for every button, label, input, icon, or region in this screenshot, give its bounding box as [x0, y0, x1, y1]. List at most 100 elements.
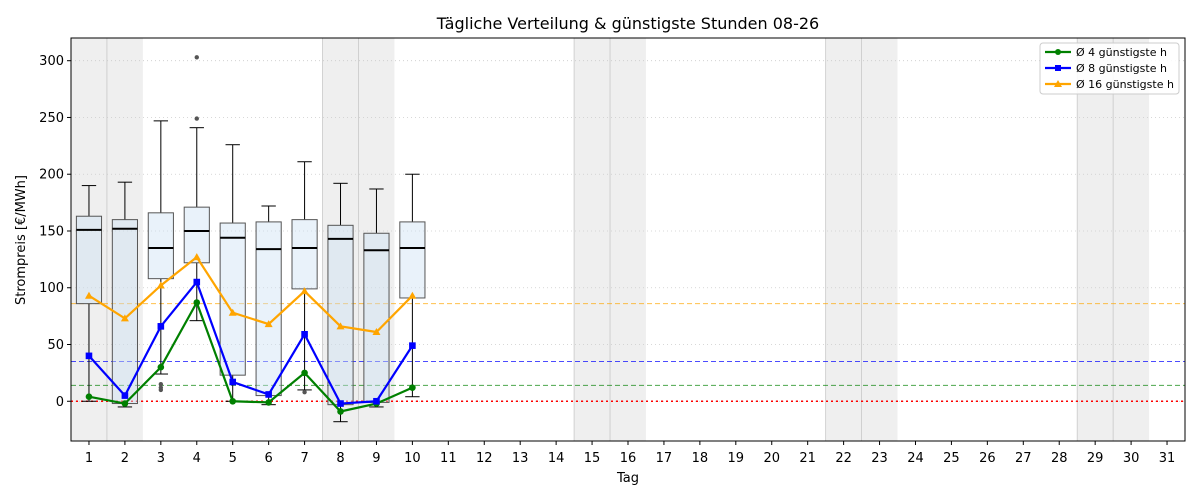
series-point: [193, 299, 201, 306]
series-point: [337, 400, 344, 407]
series-point: [265, 399, 272, 406]
x-tick-label: 19: [728, 451, 745, 466]
series-point: [264, 320, 273, 328]
y-axis-label: Strompreis [€/MWh]: [14, 175, 29, 305]
legend-label: Ø 8 günstigste h: [1076, 62, 1167, 75]
x-tick-label: 24: [907, 451, 924, 466]
series-point: [228, 308, 237, 316]
x-tick-label: 6: [265, 451, 273, 466]
series-point: [301, 330, 308, 338]
x-tick-label: 31: [1159, 451, 1176, 466]
x-tick-label: 27: [1015, 451, 1032, 466]
weekend-band: [1113, 38, 1150, 441]
x-axis-ticks: 1 2 3 4 5 6 7 8 9 10 11 12 13 14 15 16 17 18 19 20 21 22 23 24 2…: [85, 441, 1175, 466]
x-tick-label: 2: [121, 451, 129, 466]
series-point: [300, 287, 309, 295]
boxplot: [147, 120, 174, 393]
weekend-band: [574, 38, 611, 441]
box-body: [399, 221, 426, 299]
series-line: [88, 255, 414, 334]
outlier-point: [194, 116, 199, 121]
y-tick-label: 50: [47, 338, 64, 353]
box-body: [363, 232, 390, 403]
x-tick-label: 14: [548, 451, 565, 466]
x-tick-label: 28: [1051, 451, 1068, 466]
y-tick-label: 250: [39, 111, 64, 126]
x-tick-label: 25: [943, 451, 960, 466]
boxplot: [219, 144, 246, 402]
series-point: [408, 291, 417, 299]
x-tick-label: 4: [193, 451, 201, 466]
outlier-point: [194, 55, 199, 60]
series-point: [265, 391, 272, 398]
y-tick-label: 100: [39, 281, 64, 296]
x-tick-label: 11: [440, 451, 457, 466]
series-point: [121, 400, 129, 407]
series-line: [88, 299, 413, 413]
series-point: [84, 291, 93, 299]
x-tick-label: 9: [372, 451, 380, 466]
weekend-band: [861, 38, 898, 441]
y-tick-label: 0: [56, 395, 64, 410]
legend: Ø 4 günstigste h Ø 8 günstigste h Ø 16 gün…: [1039, 42, 1180, 95]
weekend-band: [825, 38, 862, 441]
series-point: [85, 393, 93, 401]
x-tick-label: 21: [799, 451, 816, 466]
series-point: [157, 363, 165, 371]
x-tick-label: 29: [1087, 451, 1104, 466]
series-point: [229, 397, 237, 405]
y-tick-label: 200: [39, 168, 64, 183]
series-point: [229, 378, 237, 386]
x-tick-label: 15: [584, 451, 601, 466]
series-point: [85, 352, 93, 360]
series-point: [373, 397, 380, 405]
boxplot: [399, 173, 426, 398]
boxplot: [75, 185, 103, 402]
x-tick-label: 18: [692, 451, 709, 466]
x-tick-label: 13: [512, 451, 529, 466]
legend-label: Ø 4 günstigste h: [1076, 46, 1167, 59]
series-point: [156, 281, 165, 289]
x-tick-label: 20: [763, 451, 780, 466]
x-tick-label: 23: [871, 451, 888, 466]
series-point: [193, 278, 201, 286]
outlier-point: [158, 382, 164, 387]
weekend-band: [358, 38, 395, 441]
box-body: [327, 224, 354, 406]
series-point: [409, 384, 416, 391]
outlier-point: [158, 385, 164, 390]
series-point: [409, 342, 416, 349]
y-axis-ticks: 0 50 100 150 200 250 300: [39, 54, 71, 410]
x-tick-label: 7: [300, 451, 308, 466]
x-tick-label: 30: [1123, 451, 1140, 466]
x-tick-label: 16: [620, 451, 637, 466]
box-body: [255, 221, 282, 397]
boxplots: [75, 55, 426, 423]
legend-marker: [1055, 65, 1061, 71]
series: [84, 253, 417, 336]
series-point: [121, 392, 129, 399]
legend-marker: [1055, 49, 1061, 55]
box-body: [147, 212, 174, 280]
x-tick-label: 5: [229, 451, 237, 466]
y-tick-label: 150: [39, 224, 64, 239]
series-point: [120, 314, 129, 322]
x-tick-label: 17: [656, 451, 673, 466]
x-tick-label: 26: [979, 451, 996, 466]
series-point: [337, 408, 344, 415]
boxplot: [291, 161, 318, 395]
x-tick-label: 1: [85, 451, 93, 466]
x-tick-label: 22: [835, 451, 852, 466]
outlier-point: [302, 389, 307, 395]
x-axis-label: Tag: [616, 471, 639, 486]
weekend-band: [610, 38, 646, 441]
legend-marker: [1054, 80, 1062, 87]
series: [85, 299, 416, 415]
y-tick-label: 300: [39, 54, 64, 69]
series: [85, 278, 416, 407]
x-tick-label: 3: [157, 451, 165, 466]
series-lines: [84, 253, 417, 415]
box-body: [291, 219, 318, 290]
series-point: [336, 322, 345, 330]
